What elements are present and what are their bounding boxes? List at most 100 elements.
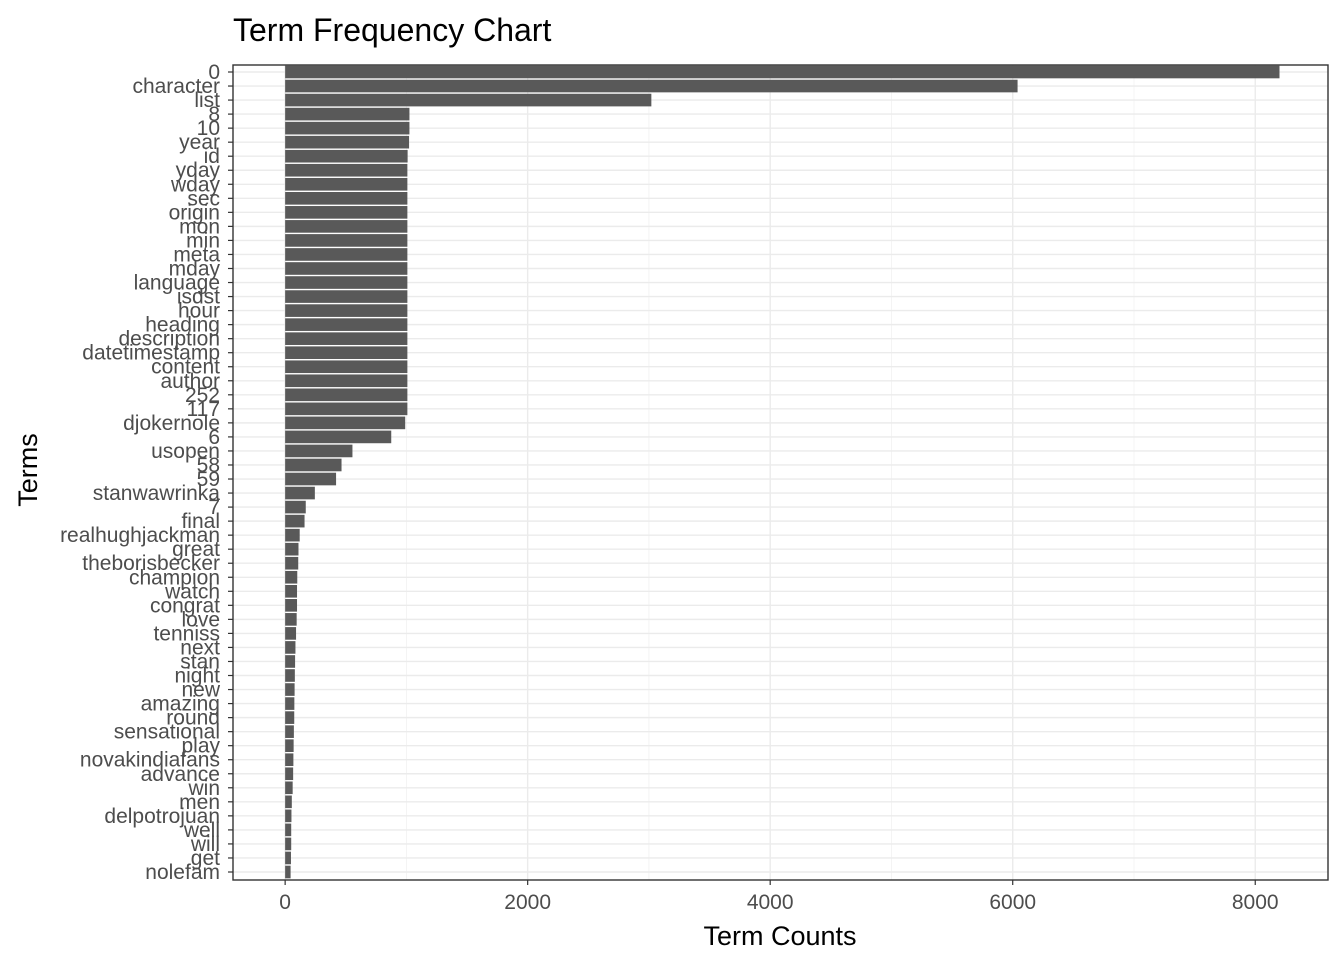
bar-content: [285, 360, 408, 374]
bar-117: [285, 402, 408, 416]
y-tick-label: min: [186, 229, 220, 252]
bar-realhughjackman: [285, 528, 300, 542]
y-tick-label: theborisbecker: [82, 552, 220, 575]
y-tick-label: night: [174, 665, 220, 688]
y-tick-label: year: [179, 131, 220, 154]
y-tick-label: realhughjackman: [60, 524, 220, 547]
bars: [285, 65, 1280, 879]
bar-nolefam: [285, 865, 291, 879]
y-tick-label: win: [187, 777, 220, 800]
y-tick-label: tenniss: [153, 622, 220, 645]
bar-min: [285, 234, 408, 247]
y-tick-label: next: [180, 636, 220, 659]
y-tick-label: isdst: [177, 286, 220, 309]
y-tick-label: advance: [141, 763, 220, 786]
y-tick-label: 252: [185, 384, 220, 407]
y-tick-label: 10: [197, 117, 220, 140]
y-tick-label: sec: [187, 187, 220, 210]
bar-stan: [285, 655, 296, 668]
bar-round: [285, 711, 295, 724]
bar-6: [285, 430, 392, 444]
y-tick-label: 59: [197, 468, 220, 491]
bar-id: [285, 149, 408, 163]
bar-datetimestamp: [285, 346, 408, 360]
y-tick-label: description: [118, 328, 220, 351]
y-tick-label: language: [134, 272, 220, 295]
x-tick-label: 2000: [504, 891, 551, 914]
bar-author: [285, 374, 408, 388]
bar-yday: [285, 163, 408, 177]
bar-get: [285, 851, 291, 865]
bar-theborisbecker: [285, 556, 299, 570]
bar-sec: [285, 192, 408, 205]
y-tick-label: 8: [208, 103, 220, 126]
chart-title: Term Frequency Chart: [233, 12, 551, 48]
bar-10: [285, 121, 410, 135]
y-tick-label: great: [172, 538, 220, 561]
bar-win: [285, 781, 293, 795]
bar-djokernole: [285, 416, 406, 430]
bar-well: [285, 823, 292, 837]
bar-mon: [285, 220, 408, 233]
y-tick-label: author: [160, 370, 220, 393]
y-tick-label: mon: [179, 215, 220, 238]
bar-list: [285, 93, 652, 107]
y-tick-label: djokernole: [123, 412, 220, 435]
bar-next: [285, 641, 296, 654]
bar-champion: [285, 570, 298, 584]
bar-love: [285, 613, 297, 626]
y-tick-label: get: [191, 847, 220, 870]
y-tick-label: 58: [197, 454, 220, 477]
y-tick-label: hour: [178, 300, 220, 323]
y-axis-title: Terms: [13, 433, 43, 507]
y-tick-label: yday: [176, 159, 221, 182]
y-tick-label: usopen: [151, 440, 220, 463]
y-tick-label: sensational: [114, 721, 220, 744]
bar-description: [285, 332, 408, 345]
bar-origin: [285, 206, 408, 219]
bar-watch: [285, 584, 298, 598]
bar-final: [285, 514, 305, 528]
bar-meta: [285, 248, 408, 261]
bar-novakindiafans: [285, 753, 294, 767]
bar-men: [285, 795, 292, 809]
y-tick-label: final: [181, 510, 220, 533]
y-tick-label: congrat: [150, 594, 220, 617]
y-tick-label: play: [181, 735, 220, 758]
y-tick-label: nolefam: [145, 861, 220, 884]
bar-8: [285, 107, 410, 121]
bar-play: [285, 739, 294, 752]
y-tick-label: meta: [173, 243, 220, 266]
bar-7: [285, 500, 306, 514]
y-tick-label: wday: [170, 173, 221, 196]
bar-sensational: [285, 725, 294, 738]
y-tick-label: new: [181, 679, 220, 702]
y-tick-label: will: [190, 833, 220, 856]
bar-will: [285, 837, 292, 851]
bar-new: [285, 683, 295, 696]
y-tick-label: 0: [208, 61, 220, 84]
y-tick-label: men: [179, 791, 220, 814]
y-tick-label: champion: [129, 566, 220, 589]
y-tick-label: novakindiafans: [80, 749, 220, 772]
bar-night: [285, 669, 295, 682]
y-axis-ticks: 0characterlist810yearidydaywdaysecorigin…: [60, 61, 233, 884]
y-tick-label: well: [183, 819, 220, 842]
bar-59: [285, 472, 337, 486]
x-axis-ticks: 0 2000 4000 6000 8000: [279, 880, 1279, 914]
y-tick-label: origin: [169, 201, 220, 224]
x-axis-title: Term Counts: [703, 921, 856, 951]
bar-year: [285, 135, 410, 149]
y-tick-label: character: [132, 75, 220, 98]
y-tick-label: mday: [169, 257, 221, 280]
x-tick-label: 6000: [989, 891, 1036, 914]
x-tick-label: 4000: [747, 891, 794, 914]
y-tick-label: 6: [208, 426, 220, 449]
bar-advance: [285, 767, 294, 781]
y-tick-label: stanwawrinka: [93, 482, 221, 505]
bar-isdst: [285, 290, 408, 303]
bar-252: [285, 388, 408, 402]
bar-language: [285, 276, 408, 289]
y-tick-label: delpotrojuan: [104, 805, 220, 828]
